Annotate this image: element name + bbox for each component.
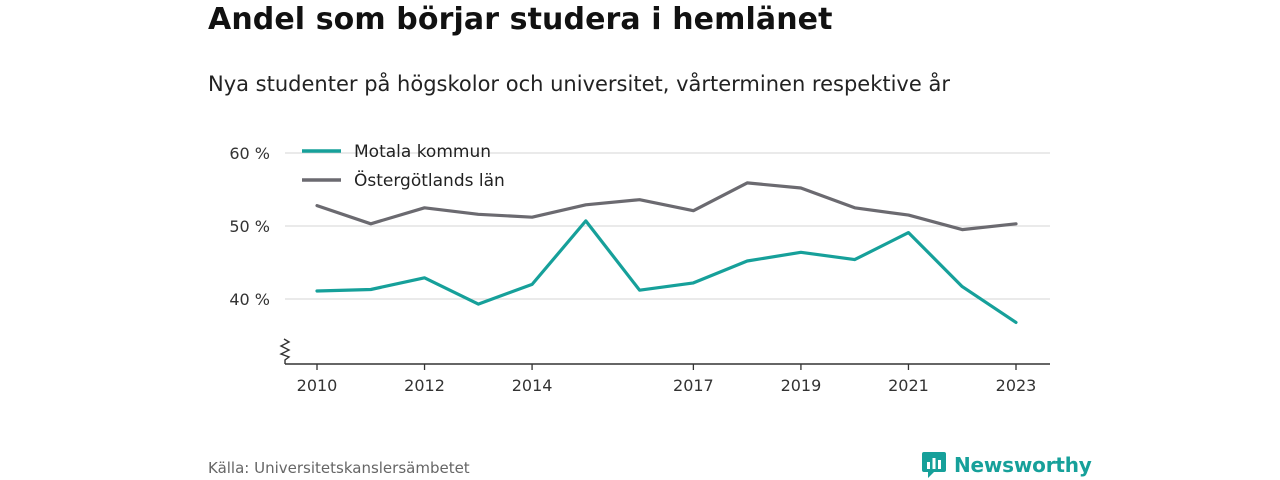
chart-subtitle: Nya studenter på högskolor och universit… <box>208 72 950 96</box>
brand-logo: Newsworthy <box>922 450 1092 480</box>
newsworthy-logo-icon <box>922 452 946 478</box>
legend-label: Motala kommun <box>354 142 491 162</box>
source-note: Källa: Universitetskanslersämbetet <box>208 459 470 477</box>
brand-name: Newsworthy <box>954 453 1092 477</box>
legend-label: Östergötlands län <box>354 169 505 191</box>
x-tick-label: 2021 <box>888 376 929 395</box>
axis-break-icon <box>279 338 291 364</box>
y-tick-label: 50 % <box>229 217 270 236</box>
y-tick-label: 40 % <box>229 290 270 309</box>
x-tick-label: 2023 <box>996 376 1037 395</box>
series-line <box>315 181 1018 232</box>
x-tick-label: 2012 <box>404 376 445 395</box>
y-tick-label: 60 % <box>229 144 270 163</box>
x-tick-label: 2017 <box>673 376 714 395</box>
x-tick-label: 2019 <box>781 376 822 395</box>
series-line <box>315 219 1018 324</box>
x-tick-label: 2010 <box>297 376 338 395</box>
x-tick-label: 2014 <box>512 376 553 395</box>
chart-title: Andel som börjar studera i hemlänet <box>208 2 833 37</box>
line-chart: 60 % 50 % 40 % 2010 2012 2014 2017 2019 2021 2023… <box>229 142 1050 395</box>
